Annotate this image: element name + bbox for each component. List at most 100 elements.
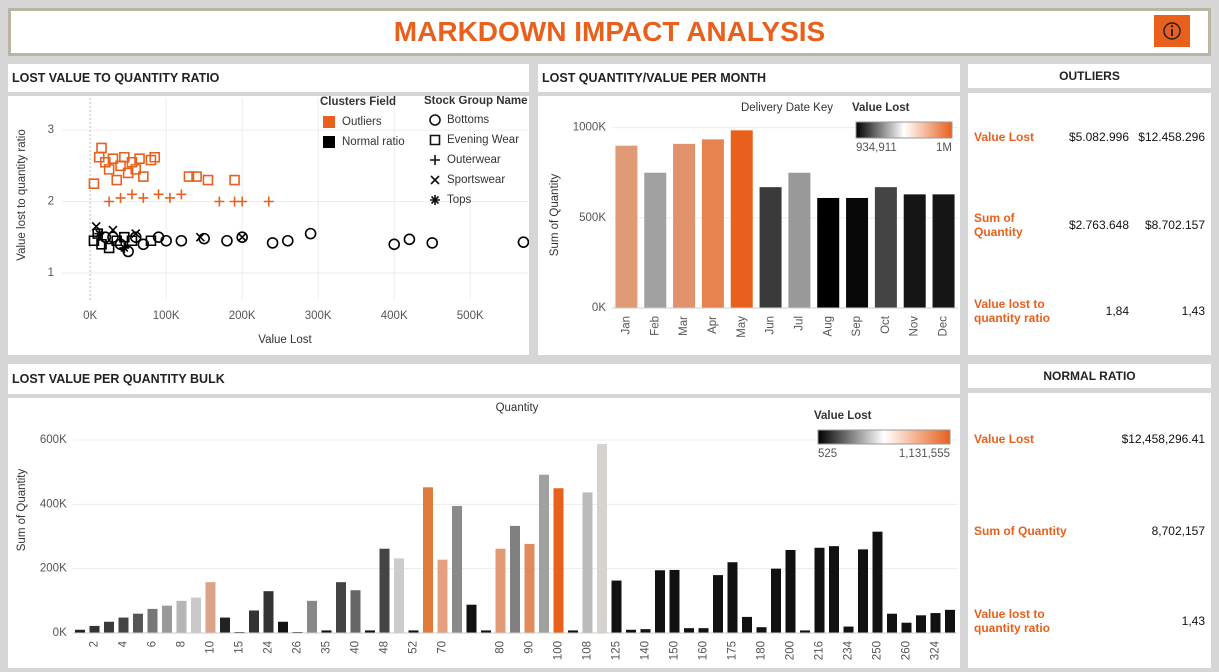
x-tick-label: 35 bbox=[321, 641, 333, 654]
bar bbox=[887, 613, 897, 633]
point bbox=[426, 237, 439, 249]
bar bbox=[104, 621, 114, 633]
y-tick-label: 400K bbox=[40, 498, 67, 510]
y-axis-label: Sum of Quantity bbox=[549, 174, 561, 257]
x-tick-label: 40 bbox=[350, 641, 362, 654]
bar bbox=[916, 615, 926, 633]
point bbox=[119, 231, 130, 243]
bar bbox=[379, 548, 390, 633]
bar bbox=[611, 580, 622, 633]
legend-title: Value Lost bbox=[852, 102, 910, 114]
point bbox=[114, 238, 127, 251]
point bbox=[304, 227, 317, 240]
point bbox=[134, 153, 145, 164]
y-tick-label: 3 bbox=[48, 124, 54, 136]
info-button[interactable] bbox=[1154, 15, 1190, 47]
point bbox=[237, 232, 247, 242]
point bbox=[160, 235, 172, 247]
colorbar-min-label: 934,911 bbox=[856, 142, 897, 154]
bar bbox=[423, 487, 433, 633]
bar bbox=[336, 582, 346, 633]
point bbox=[126, 189, 137, 200]
legend-swatch bbox=[323, 116, 335, 128]
kpi-row: Sum of Quantity 8,702,157 bbox=[974, 521, 1207, 541]
point bbox=[119, 151, 130, 163]
kpi-value: 1,84 bbox=[1105, 304, 1129, 318]
x-tick-label: 200K bbox=[229, 310, 256, 322]
x-tick-label: 140 bbox=[640, 641, 652, 660]
y-tick-label: 500K bbox=[579, 212, 606, 224]
kpi-label: Sum of Quantity bbox=[974, 524, 1067, 538]
x-tick-label: Dec bbox=[938, 316, 950, 337]
bar bbox=[727, 562, 738, 633]
x-tick-label: 24 bbox=[263, 640, 275, 653]
bar bbox=[701, 139, 724, 308]
bar bbox=[901, 622, 912, 633]
bar bbox=[495, 548, 506, 633]
point bbox=[195, 232, 205, 242]
x-tick-label: Oct bbox=[880, 315, 892, 334]
point bbox=[263, 196, 274, 207]
y-axis-label: Value lost to quantity ratio bbox=[16, 129, 28, 260]
bar bbox=[829, 546, 839, 633]
bar bbox=[466, 604, 477, 633]
bar bbox=[945, 609, 955, 633]
kpi-value: 8,702,157 bbox=[1151, 524, 1205, 538]
bar bbox=[684, 628, 694, 633]
point bbox=[108, 225, 118, 235]
x-tick-label: 125 bbox=[611, 641, 623, 660]
point bbox=[145, 154, 157, 166]
bar bbox=[205, 582, 216, 633]
scatter-chart: 1 2 3 0K 100K 200K 300K 400K 500K Value Lost Value… bbox=[16, 96, 529, 346]
bar bbox=[903, 194, 926, 308]
legend-swatch bbox=[323, 136, 335, 148]
bar bbox=[321, 630, 332, 633]
point bbox=[191, 171, 202, 182]
point bbox=[103, 242, 115, 254]
bar bbox=[597, 443, 607, 633]
x-tick-label: 100 bbox=[553, 641, 565, 660]
x-tick-label: Jan bbox=[620, 316, 632, 335]
point bbox=[517, 236, 529, 248]
header: MARKDOWN IMPACT ANALYSIS bbox=[8, 8, 1211, 56]
point bbox=[202, 174, 214, 186]
colorbar bbox=[855, 121, 953, 139]
bar bbox=[553, 488, 564, 633]
point bbox=[198, 232, 210, 245]
bar bbox=[858, 549, 868, 633]
bar bbox=[817, 197, 840, 308]
legend-shape bbox=[430, 195, 440, 205]
x-tick-label: 180 bbox=[756, 641, 768, 660]
bar bbox=[408, 630, 419, 633]
legend-label: Tops bbox=[447, 194, 472, 206]
bar bbox=[771, 568, 781, 633]
bar bbox=[673, 143, 696, 308]
x-tick-label: 160 bbox=[698, 641, 710, 660]
x-axis-label: Delivery Date Key bbox=[741, 102, 833, 114]
bar bbox=[278, 621, 288, 633]
kpi-label: Value lost to quantity ratio bbox=[974, 607, 1051, 635]
y-tick-label: 0K bbox=[53, 627, 67, 639]
x-tick-label: 260 bbox=[901, 641, 913, 660]
x-tick-label: Apr bbox=[707, 316, 719, 334]
point bbox=[100, 156, 111, 168]
point bbox=[138, 192, 149, 203]
point bbox=[119, 242, 130, 253]
legend-shape bbox=[430, 155, 440, 165]
x-tick-label: 10 bbox=[205, 641, 217, 654]
bar bbox=[133, 613, 143, 633]
x-tick-label: 90 bbox=[524, 641, 536, 654]
bar bbox=[452, 505, 462, 633]
colorbar-min-label: 525 bbox=[818, 448, 837, 460]
bar bbox=[220, 617, 230, 633]
legend-label: Evening Wear bbox=[447, 134, 519, 146]
panel-title: LOST QUANTITY/VALUE PER MONTH bbox=[538, 64, 960, 92]
bar bbox=[640, 629, 651, 633]
y-tick-label: 2 bbox=[48, 196, 54, 208]
x-tick-label: Aug bbox=[822, 316, 834, 336]
x-tick-label: Sep bbox=[851, 316, 863, 336]
x-axis-label: Quantity bbox=[496, 402, 539, 414]
x-tick-label: Jul bbox=[793, 316, 805, 331]
bar bbox=[615, 145, 638, 308]
point bbox=[131, 229, 141, 239]
